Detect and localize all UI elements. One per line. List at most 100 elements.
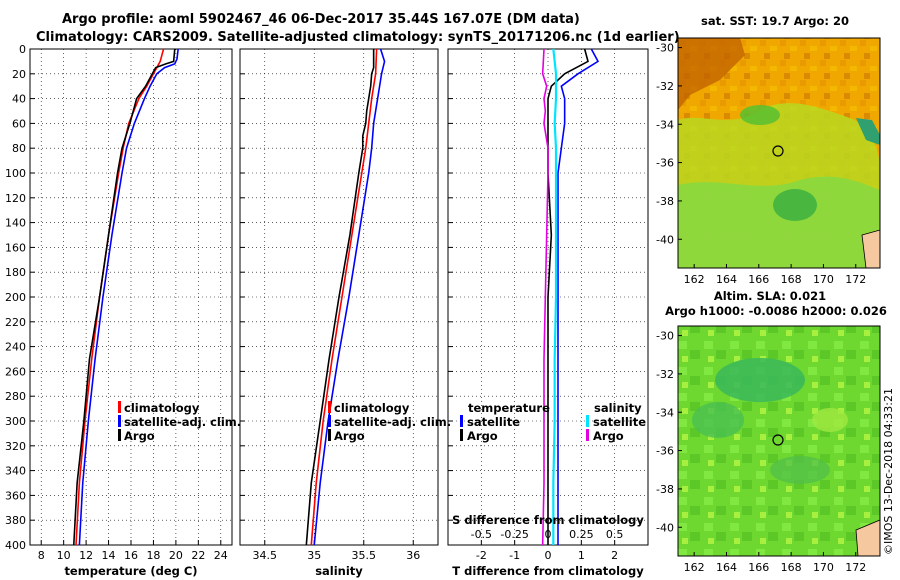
lon-tick-label: 170	[813, 273, 834, 286]
lat-tick-label: -32	[656, 368, 674, 381]
difference-x-ticks: -2 -1 0 1 2	[476, 549, 618, 562]
sla-map	[677, 325, 881, 557]
lat-tick-label: -32	[656, 80, 674, 93]
depth-tick-label: 380	[5, 514, 26, 527]
sst-map-frame	[677, 37, 881, 269]
salinity-axis-label: salinity	[315, 564, 363, 578]
depth-tick-label: 400	[5, 539, 26, 552]
sla-lon-ticks: 162 164 166 168 170 172	[684, 552, 866, 574]
lat-tick-label: -30	[656, 42, 674, 55]
sst-cold-patch	[740, 105, 780, 125]
temperature-axis-label: temperature (deg C)	[64, 564, 197, 578]
salinity-difference-ticks: -0.5 -0.25 0 0.25 0.5	[471, 528, 624, 541]
series-argo	[72, 48, 176, 546]
legend-argo-2: Argo	[334, 429, 365, 443]
lon-tick-label: 172	[845, 273, 866, 286]
s-difference-label: S difference from climatology	[452, 513, 644, 527]
depth-tick-label: 340	[5, 465, 26, 478]
lat-tick-label: -34	[656, 406, 674, 419]
s-tick-label: -0.5	[471, 528, 492, 541]
x-tick-label: 22	[191, 549, 205, 562]
x-tick-label: 10	[57, 549, 71, 562]
depth-tick-label: 180	[5, 266, 26, 279]
lon-tick-label: 168	[781, 561, 802, 574]
depth-tick-label: 260	[5, 365, 26, 378]
sla-map-subtitle: Argo h1000: -0.0086 h2000: 0.026	[665, 304, 887, 318]
depth-tick-label: 60	[12, 117, 26, 130]
x-tick-label: -1	[509, 549, 520, 562]
temperature-legend: climatology satellite-adj. clim. Argo	[118, 401, 241, 443]
difference-legend: temperature satellite Argo salinity sate…	[460, 401, 646, 443]
sla-low-patch-2	[770, 456, 830, 484]
legend-swatch-climatology	[118, 401, 121, 413]
s-tick-label: 0	[545, 528, 552, 541]
x-tick-label: 20	[169, 549, 183, 562]
lat-tick-label: -38	[656, 195, 674, 208]
s-tick-label: -0.25	[500, 528, 528, 541]
sla-high-patch	[812, 408, 848, 432]
depth-tick-label: 200	[5, 291, 26, 304]
depth-tick-label: 300	[5, 415, 26, 428]
lat-tick-label: -40	[656, 233, 674, 246]
sla-map-title: Altim. SLA: 0.021	[714, 289, 826, 303]
lat-tick-label: -34	[656, 118, 674, 131]
x-tick-label: 34.5	[253, 549, 278, 562]
lon-tick-label: 168	[781, 273, 802, 286]
temperature-x-ticks: 8 10 12 14 16 18 20 22 24	[38, 549, 228, 562]
s-tick-label: 0.5	[606, 528, 624, 541]
difference-series	[541, 48, 600, 546]
legend-swatch-temp-argo	[460, 429, 463, 441]
x-tick-label: 36	[406, 549, 420, 562]
x-tick-label: 2	[611, 549, 618, 562]
salinity-legend: climatology satellite-adj. clim. Argo	[328, 401, 451, 443]
legend-swatch-satellite-2	[328, 415, 331, 427]
lat-tick-label: -36	[656, 157, 674, 170]
depth-tick-label: 120	[5, 192, 26, 205]
sst-lat-ticks: -30 -32 -34 -36 -38 -40	[656, 42, 682, 246]
s-tick-label: 0.25	[569, 528, 594, 541]
legend-swatch-sal-satellite	[586, 415, 589, 427]
salinity-x-ticks: 34.5 35 35.5 36	[253, 549, 421, 562]
legend-argo: Argo	[124, 429, 155, 443]
x-tick-label: 12	[79, 549, 93, 562]
legend-temp-argo: Argo	[467, 429, 498, 443]
depth-tick-labels: 0 20 40 60 80 100 120 140 160 180 200 220 240 260 280 3…	[5, 43, 26, 552]
legend-climatology: climatology	[124, 401, 200, 415]
series-temperature-satellite	[557, 48, 600, 545]
x-tick-label: 8	[38, 549, 45, 562]
x-tick-label: 16	[124, 549, 138, 562]
lat-tick-label: -40	[656, 521, 674, 534]
sla-lat-ticks: -30 -32 -34 -36 -38 -40	[656, 330, 682, 534]
series-climatology	[75, 48, 165, 546]
series-salinity-satellite	[552, 48, 558, 545]
depth-tick-label: 0	[19, 43, 26, 56]
series-argo	[305, 49, 375, 546]
lon-tick-label: 164	[716, 273, 737, 286]
depth-tick-label: 360	[5, 489, 26, 502]
lon-tick-label: 164	[716, 561, 737, 574]
t-difference-label: T difference from climatology	[452, 564, 644, 578]
lat-tick-label: -38	[656, 483, 674, 496]
legend-climatology-2: climatology	[334, 401, 410, 415]
depth-tick-label: 220	[5, 316, 26, 329]
lat-tick-label: -30	[656, 330, 674, 343]
lon-tick-label: 162	[684, 561, 705, 574]
legend-temp-satellite: satellite	[467, 415, 520, 429]
x-tick-label: 24	[214, 549, 228, 562]
series-satellite-adj-clim-	[78, 48, 179, 546]
sst-map-title: sat. SST: 19.7 Argo: 20	[701, 14, 849, 28]
lon-tick-label: 166	[748, 561, 769, 574]
depth-tick-label: 280	[5, 390, 26, 403]
depth-tick-label: 100	[5, 167, 26, 180]
lat-tick-label: -36	[656, 445, 674, 458]
sla-low-patch	[692, 402, 744, 438]
legend-temperature-title: temperature	[468, 401, 550, 415]
legend-swatch-satellite	[118, 415, 121, 427]
legend-satellite-adj: satellite-adj. clim.	[124, 415, 241, 429]
salinity-gridlines	[240, 48, 438, 546]
lon-tick-label: 172	[845, 561, 866, 574]
depth-tick-label: 20	[12, 68, 26, 81]
sla-low-region	[715, 358, 805, 402]
legend-swatch-climatology-2	[328, 401, 331, 413]
